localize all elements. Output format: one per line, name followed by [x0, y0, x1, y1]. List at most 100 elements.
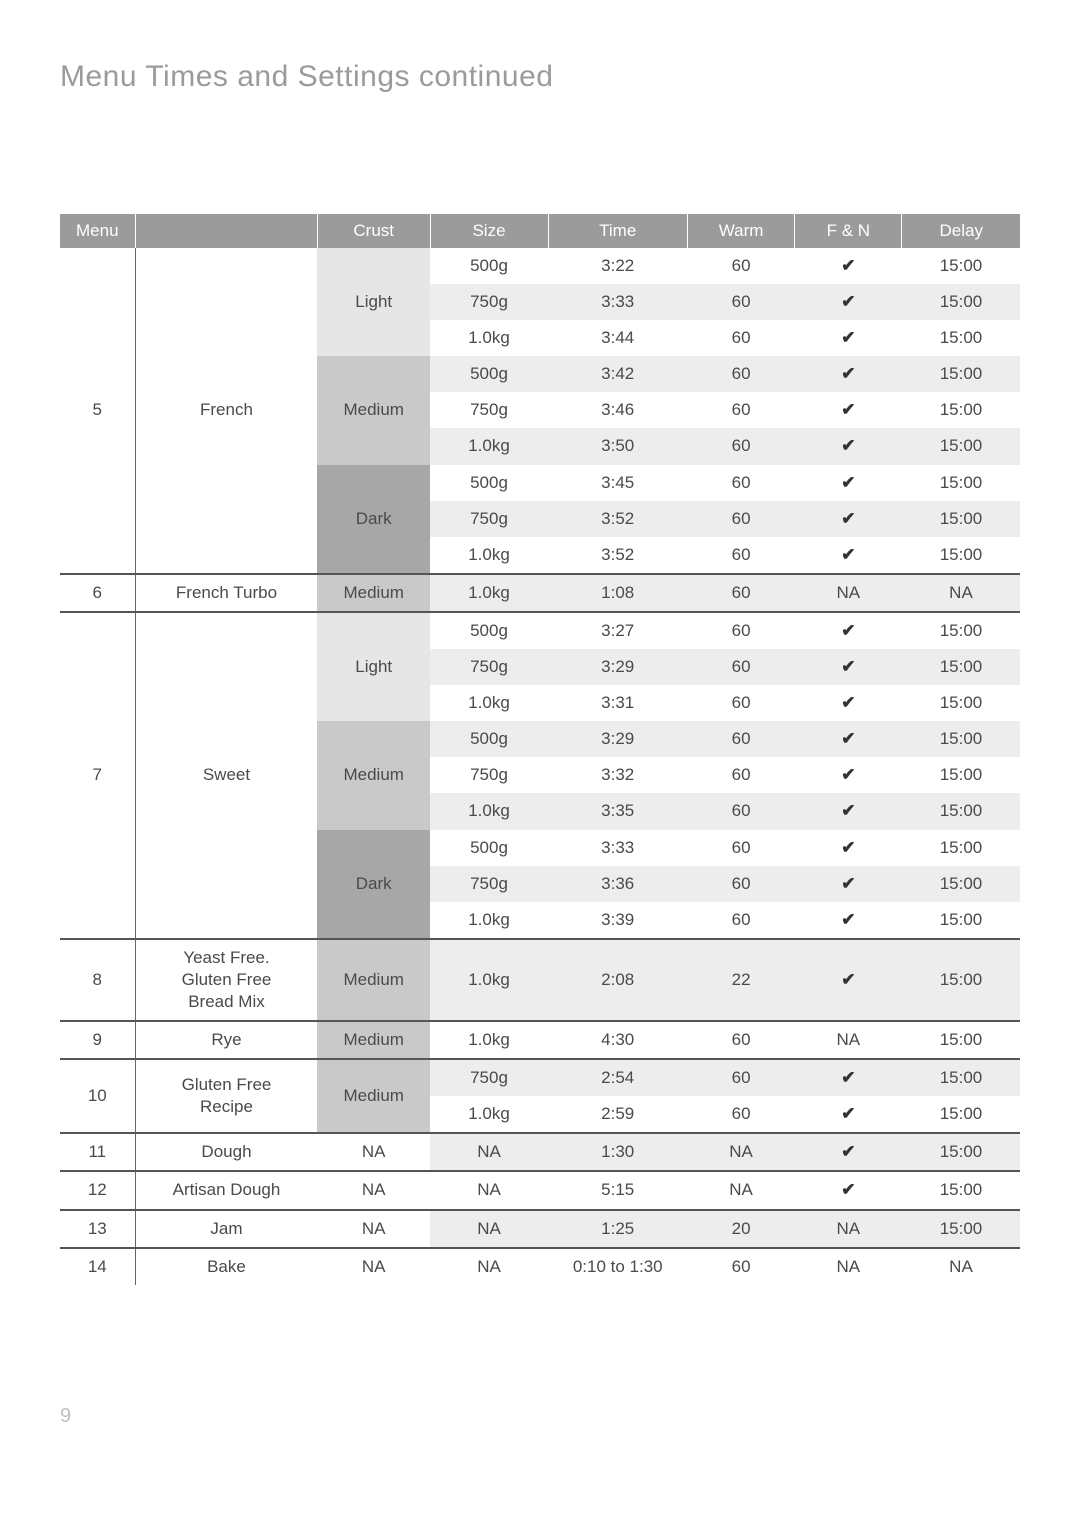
cell-warm: 60 [687, 866, 794, 902]
cell-warm: 60 [687, 574, 794, 612]
cell-crust: Light [317, 248, 430, 356]
cell-time: 3:27 [548, 612, 687, 649]
cell-time: 1:30 [548, 1133, 687, 1171]
cell-time: 3:22 [548, 248, 687, 284]
cell-time: 3:46 [548, 392, 687, 428]
cell-name: Bake [135, 1248, 317, 1285]
cell-size: NA [430, 1210, 548, 1248]
th-size: Size [430, 214, 548, 248]
cell-time: 3:50 [548, 428, 687, 464]
cell-warm: 60 [687, 392, 794, 428]
cell-crust: Light [317, 612, 430, 721]
cell-size: 500g [430, 612, 548, 649]
cell-delay: 15:00 [902, 721, 1020, 757]
cell-warm: 60 [687, 721, 794, 757]
cell-warm: 60 [687, 902, 794, 939]
cell-fn: ✔ [795, 537, 902, 574]
cell-fn: ✔ [795, 1133, 902, 1171]
cell-size: 500g [430, 356, 548, 392]
cell-warm: 60 [687, 1059, 794, 1096]
cell-time: 2:08 [548, 939, 687, 1021]
cell-delay: 15:00 [902, 284, 1020, 320]
cell-fn: ✔ [795, 612, 902, 649]
cell-size: 500g [430, 721, 548, 757]
cell-time: 3:33 [548, 830, 687, 866]
cell-delay: 15:00 [902, 356, 1020, 392]
cell-delay: NA [902, 1248, 1020, 1285]
table-row: 9RyeMedium1.0kg4:3060NA15:00 [60, 1021, 1020, 1059]
cell-size: 1.0kg [430, 902, 548, 939]
th-crust: Crust [317, 214, 430, 248]
cell-time: 2:54 [548, 1059, 687, 1096]
cell-warm: 60 [687, 428, 794, 464]
cell-size: 1.0kg [430, 685, 548, 721]
cell-menu: 10 [60, 1059, 135, 1133]
cell-time: 3:36 [548, 866, 687, 902]
cell-fn: ✔ [795, 248, 902, 284]
cell-delay: 15:00 [902, 428, 1020, 464]
cell-menu: 8 [60, 939, 135, 1021]
cell-fn: ✔ [795, 866, 902, 902]
cell-name: Gluten Free Recipe [135, 1059, 317, 1133]
cell-delay: 15:00 [902, 685, 1020, 721]
cell-crust: Medium [317, 939, 430, 1021]
cell-time: 3:33 [548, 284, 687, 320]
table-row: 14BakeNANA0:10 to 1:3060NANA [60, 1248, 1020, 1285]
cell-delay: 15:00 [902, 866, 1020, 902]
cell-warm: 60 [687, 612, 794, 649]
table-row: 7SweetLight500g3:2760✔15:00 [60, 612, 1020, 649]
cell-warm: 60 [687, 501, 794, 537]
cell-name: Yeast Free. Gluten Free Bread Mix [135, 939, 317, 1021]
cell-time: 2:59 [548, 1096, 687, 1133]
cell-size: 750g [430, 866, 548, 902]
cell-delay: 15:00 [902, 830, 1020, 866]
cell-fn: ✔ [795, 939, 902, 1021]
cell-crust: Medium [317, 574, 430, 612]
cell-delay: 15:00 [902, 501, 1020, 537]
cell-name: French [135, 248, 317, 574]
cell-name: Rye [135, 1021, 317, 1059]
cell-crust: Medium [317, 1021, 430, 1059]
cell-size: 1.0kg [430, 574, 548, 612]
cell-time: 3:45 [548, 465, 687, 501]
table-row: 11DoughNANA1:30NA✔15:00 [60, 1133, 1020, 1171]
th-warm: Warm [687, 214, 794, 248]
cell-warm: 60 [687, 649, 794, 685]
cell-size: 750g [430, 392, 548, 428]
cell-fn: ✔ [795, 685, 902, 721]
cell-delay: 15:00 [902, 1210, 1020, 1248]
cell-time: 3:52 [548, 537, 687, 574]
page-title: Menu Times and Settings continued [60, 60, 1020, 94]
cell-time: 3:42 [548, 356, 687, 392]
cell-menu: 11 [60, 1133, 135, 1171]
cell-time: 3:35 [548, 793, 687, 829]
cell-warm: 60 [687, 1248, 794, 1285]
cell-fn: ✔ [795, 428, 902, 464]
cell-crust: Medium [317, 356, 430, 464]
cell-warm: NA [687, 1171, 794, 1209]
cell-fn: ✔ [795, 465, 902, 501]
cell-delay: 15:00 [902, 757, 1020, 793]
cell-crust: Dark [317, 830, 430, 939]
cell-fn: ✔ [795, 902, 902, 939]
cell-time: 3:29 [548, 721, 687, 757]
cell-size: 1.0kg [430, 537, 548, 574]
cell-time: 0:10 to 1:30 [548, 1248, 687, 1285]
cell-size: 750g [430, 284, 548, 320]
cell-size: 1.0kg [430, 428, 548, 464]
cell-size: 1.0kg [430, 793, 548, 829]
cell-delay: 15:00 [902, 1059, 1020, 1096]
cell-name: Artisan Dough [135, 1171, 317, 1209]
cell-delay: 15:00 [902, 793, 1020, 829]
cell-fn: ✔ [795, 1171, 902, 1209]
cell-size: 1.0kg [430, 320, 548, 356]
table-row: 13JamNANA1:2520NA15:00 [60, 1210, 1020, 1248]
cell-delay: 15:00 [902, 902, 1020, 939]
th-name [135, 214, 317, 248]
cell-size: 750g [430, 501, 548, 537]
cell-delay: 15:00 [902, 1133, 1020, 1171]
cell-crust: NA [317, 1248, 430, 1285]
cell-delay: 15:00 [902, 612, 1020, 649]
table-header-row: Menu Crust Size Time Warm F & N Delay [60, 214, 1020, 248]
cell-fn: ✔ [795, 757, 902, 793]
